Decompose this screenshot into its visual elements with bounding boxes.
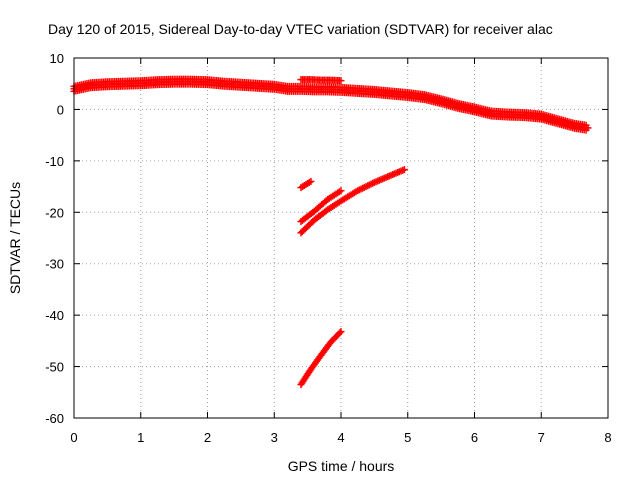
data-points: [70, 75, 592, 389]
y-axis-label: SDTVAR / TECUs: [7, 182, 23, 294]
y-tick-label: -40: [45, 308, 64, 323]
series-arc-4: [297, 328, 345, 389]
x-tick-label: 7: [538, 430, 545, 445]
data-point: [337, 77, 345, 85]
series-arc-3: [297, 166, 408, 237]
x-tick-label: 0: [70, 430, 77, 445]
y-tick-label: 0: [57, 102, 64, 117]
chart-title: Day 120 of 2015, Sidereal Day-to-day VTE…: [48, 21, 553, 37]
data-point: [584, 124, 592, 132]
x-tick-label: 1: [137, 430, 144, 445]
series-arc-1: [297, 177, 315, 192]
x-tick-label: 5: [404, 430, 411, 445]
x-tick-label: 8: [604, 430, 611, 445]
data-point: [336, 329, 344, 337]
y-tick-label: -60: [45, 411, 64, 426]
y-tick-label: -20: [45, 205, 64, 220]
data-point: [400, 166, 408, 174]
x-tick-label: 2: [204, 430, 211, 445]
series-main-band: [70, 75, 592, 134]
series-arc-2: [297, 187, 345, 226]
x-tick-label: 3: [271, 430, 278, 445]
series-upper-offset-segment: [297, 76, 345, 85]
grid-lines: [74, 58, 608, 418]
plot-frame: [73, 57, 609, 419]
data-point: [337, 187, 345, 195]
y-tick-label: 10: [50, 51, 64, 66]
y-tick-label: -10: [45, 154, 64, 169]
y-tick-label: -50: [45, 360, 64, 375]
data-point: [337, 328, 345, 336]
y-tick-label: -30: [45, 257, 64, 272]
x-tick-label: 4: [337, 430, 344, 445]
x-tick-label: 6: [471, 430, 478, 445]
data-point: [307, 177, 315, 185]
x-axis-label: GPS time / hours: [288, 458, 395, 474]
